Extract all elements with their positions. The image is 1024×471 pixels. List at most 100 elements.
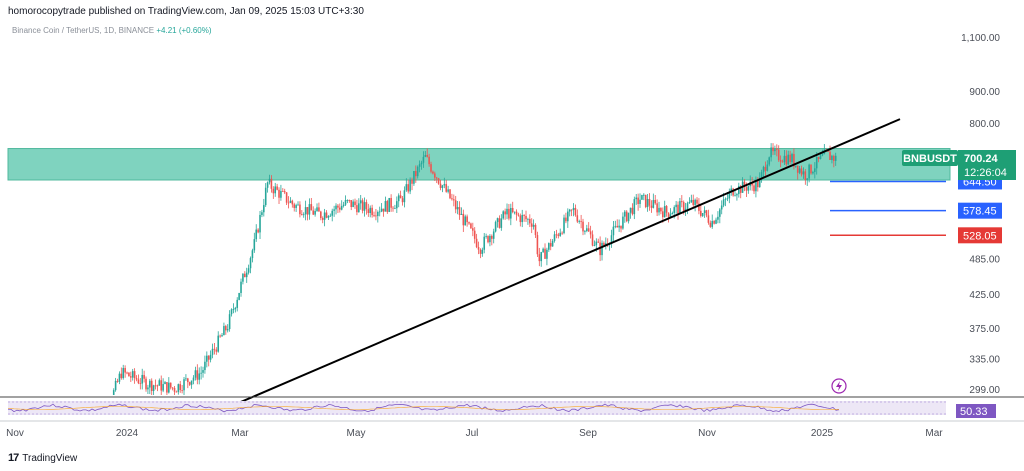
- candle-body: [821, 154, 824, 156]
- candle-body: [660, 207, 662, 212]
- candle-body: [131, 371, 134, 378]
- candle-body: [390, 198, 392, 208]
- candle-body: [470, 223, 472, 229]
- candle-body: [352, 201, 354, 208]
- candle-body: [787, 154, 790, 165]
- candle-body: [527, 219, 529, 220]
- candle-body: [682, 202, 685, 212]
- candle-body: [394, 208, 396, 210]
- candle-body: [650, 205, 653, 208]
- candle-body: [314, 210, 316, 215]
- candle-body: [783, 155, 786, 163]
- candle-body: [215, 349, 218, 352]
- rsi-band: [8, 401, 946, 415]
- candle-body: [282, 191, 284, 192]
- candle-body: [382, 208, 385, 212]
- candle-body: [542, 248, 544, 253]
- candle-body: [629, 207, 632, 213]
- candle-body: [264, 187, 267, 206]
- candle-body: [487, 236, 489, 243]
- candle-body: [793, 154, 795, 167]
- candle-body: [126, 372, 128, 374]
- trendline[interactable]: [240, 118, 901, 403]
- time-tick-label: Mar: [231, 428, 249, 439]
- candle-body: [662, 211, 664, 218]
- candle-body: [359, 200, 362, 204]
- bar-countdown: 12:26:04: [964, 167, 1007, 179]
- candle-body: [774, 149, 776, 152]
- candle-body: [757, 180, 759, 188]
- price-tick-label: 375.00: [969, 324, 1000, 335]
- candle-body: [633, 199, 636, 215]
- candle-body: [601, 242, 603, 256]
- candle-body: [225, 326, 227, 331]
- candle-body: [669, 214, 672, 217]
- symbol-info: Binance Coin / TetherUS, 1D, BINANCE +4.…: [12, 26, 212, 35]
- candle-body: [498, 218, 501, 228]
- time-axis[interactable]: Nov 2024 Mar May Jul Sep Nov 2025 Mar: [6, 428, 943, 439]
- candle-body: [207, 355, 210, 360]
- candle-body: [491, 235, 493, 239]
- candle-body: [540, 252, 543, 262]
- candle-body: [454, 200, 457, 210]
- candle-body: [422, 156, 425, 163]
- candle-body: [510, 207, 512, 219]
- candle-body: [437, 178, 440, 184]
- candle-body: [397, 195, 400, 202]
- tradingview-logo-icon: 17: [8, 452, 19, 464]
- candle-body: [679, 201, 681, 214]
- candle-body: [449, 189, 451, 199]
- candle-body: [447, 189, 449, 192]
- candle-body: [625, 211, 628, 222]
- candle-body: [143, 374, 145, 379]
- candle-body: [213, 348, 216, 350]
- candle-body: [335, 205, 337, 210]
- candle-body: [192, 377, 195, 381]
- candle-body: [671, 212, 674, 215]
- candle-body: [139, 383, 142, 384]
- candle-body: [814, 168, 816, 172]
- candle-body: [766, 164, 769, 171]
- candle-body: [732, 188, 734, 196]
- candle-body: [348, 200, 351, 201]
- candle-body: [245, 272, 248, 278]
- candle-body: [808, 164, 810, 179]
- candle-body: [128, 372, 130, 377]
- candle-body: [631, 207, 634, 215]
- price-change: +4.21 (+0.60%): [156, 26, 212, 35]
- candle-body: [473, 230, 476, 239]
- candle-body: [162, 384, 164, 391]
- candle-body: [622, 216, 624, 229]
- candle-body: [477, 247, 480, 250]
- candle-body: [779, 160, 782, 162]
- candle-body: [563, 217, 565, 234]
- candle-body: [576, 215, 579, 222]
- candle-body: [435, 177, 438, 179]
- candle-body: [316, 207, 318, 211]
- candle-body: [413, 170, 415, 184]
- candle-body: [667, 212, 670, 217]
- candle-body: [673, 207, 676, 213]
- candle-body: [240, 281, 242, 294]
- candle-body: [175, 391, 178, 393]
- candle-body: [648, 199, 651, 206]
- candle-body: [570, 209, 573, 211]
- candle-body: [346, 200, 349, 201]
- candle-body: [614, 225, 617, 227]
- candle-body: [409, 179, 411, 192]
- candle-body: [261, 212, 263, 215]
- candle-body: [753, 185, 755, 192]
- candle-body: [802, 171, 805, 175]
- candle-body: [500, 218, 503, 228]
- candle-body: [388, 198, 391, 212]
- candle-body: [295, 205, 297, 208]
- candle-body: [188, 382, 191, 385]
- lightning-icon[interactable]: [831, 378, 847, 394]
- current-price-label: BNBUSDT 700.24 12:26:04: [902, 150, 1016, 180]
- candle-body: [238, 293, 240, 300]
- price-tick-label: 425.00: [969, 290, 1000, 301]
- candle-body: [610, 235, 613, 245]
- candle-body: [637, 197, 639, 204]
- candle-body: [114, 380, 117, 391]
